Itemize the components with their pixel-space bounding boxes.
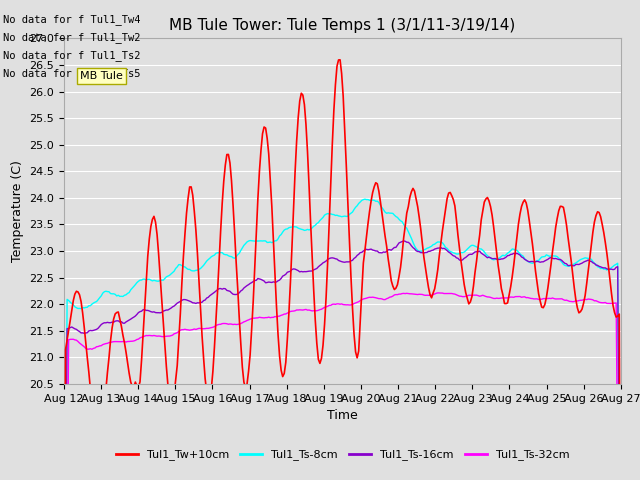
X-axis label: Time: Time — [327, 409, 358, 422]
Text: No data for f Tul1_Ts5: No data for f Tul1_Ts5 — [3, 68, 141, 79]
Text: No data for f Tul1_Tw4: No data for f Tul1_Tw4 — [3, 13, 141, 24]
Title: MB Tule Tower: Tule Temps 1 (3/1/11-3/19/14): MB Tule Tower: Tule Temps 1 (3/1/11-3/19… — [169, 18, 516, 33]
Legend: Tul1_Tw+10cm, Tul1_Ts-8cm, Tul1_Ts-16cm, Tul1_Ts-32cm: Tul1_Tw+10cm, Tul1_Ts-8cm, Tul1_Ts-16cm,… — [111, 445, 573, 465]
Text: No data for f Tul1_Tw2: No data for f Tul1_Tw2 — [3, 32, 141, 43]
Text: No data for f Tul1_Ts2: No data for f Tul1_Ts2 — [3, 50, 141, 61]
Text: MB Tule: MB Tule — [80, 71, 123, 81]
Y-axis label: Temperature (C): Temperature (C) — [11, 160, 24, 262]
